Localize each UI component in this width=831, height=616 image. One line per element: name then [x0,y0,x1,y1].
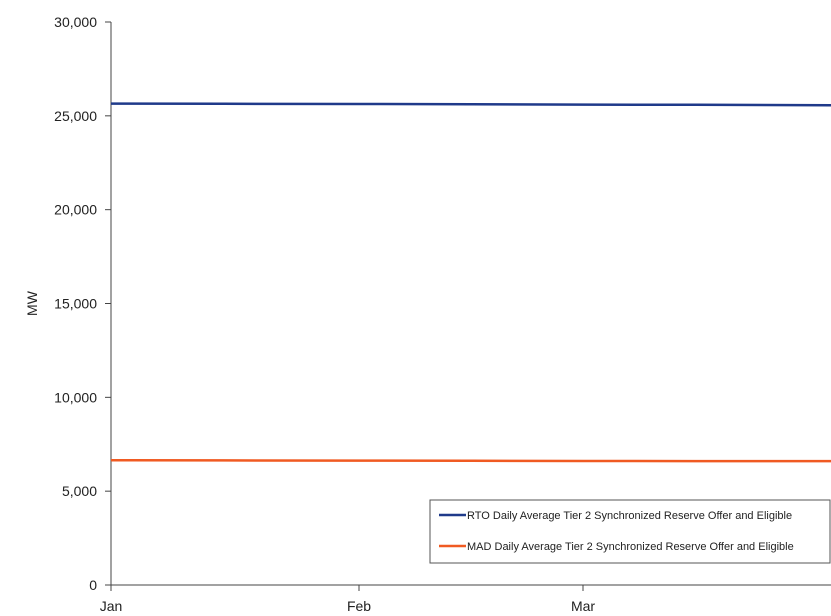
y-tick-label: 5,000 [62,483,97,499]
x-tick-label: Feb [347,598,371,614]
series-line-1 [111,104,831,106]
legend: RTO Daily Average Tier 2 Synchronized Re… [430,500,830,563]
y-tick-label: 30,000 [54,14,97,30]
y-tick-label: 25,000 [54,108,97,124]
x-ticks: Jan Feb Mar [100,585,596,614]
y-axis-title: MW [24,290,40,316]
x-tick-label: Mar [571,598,595,614]
y-tick-label: 10,000 [54,389,97,405]
legend-label-2: MAD Daily Average Tier 2 Synchronized Re… [467,541,794,553]
y-ticks: 0 5,000 10,000 15,000 20,000 25,000 30,000 [54,14,111,593]
series-line-2 [111,460,831,461]
series-lines [111,104,831,462]
y-tick-label: 15,000 [54,296,97,312]
y-tick-label: 0 [89,577,97,593]
x-tick-label: Jan [100,598,123,614]
legend-label-1: RTO Daily Average Tier 2 Synchronized Re… [467,510,792,522]
y-tick-label: 20,000 [54,202,97,218]
